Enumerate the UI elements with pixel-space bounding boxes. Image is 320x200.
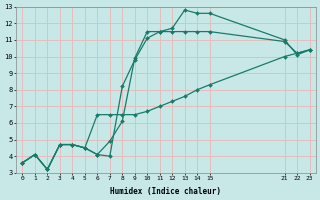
X-axis label: Humidex (Indice chaleur): Humidex (Indice chaleur) (110, 187, 221, 196)
